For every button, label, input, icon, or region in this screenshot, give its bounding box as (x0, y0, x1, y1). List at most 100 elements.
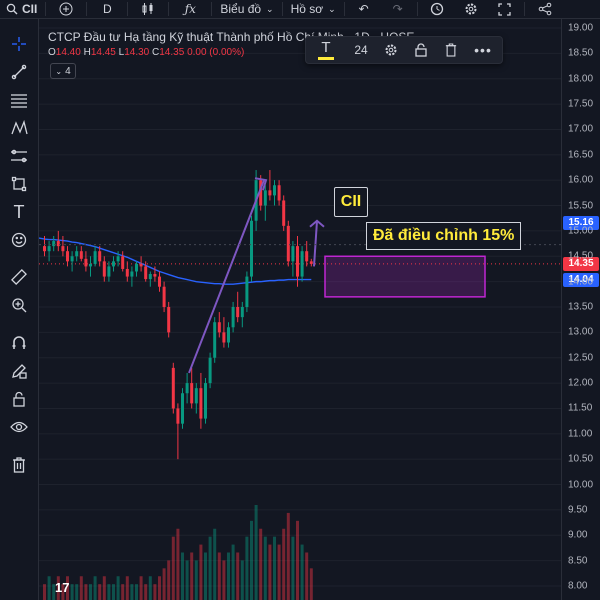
close-label: C (152, 47, 160, 58)
drawing-lock-button[interactable] (406, 37, 436, 63)
share-icon (538, 2, 551, 16)
candle-body (70, 256, 74, 262)
fullscreen-button[interactable] (488, 0, 522, 18)
candle-body (75, 251, 79, 257)
volume-bar (47, 576, 51, 600)
price-tick-label: 8.00 (568, 580, 588, 592)
trend-line-tool[interactable] (6, 61, 32, 83)
settings-button[interactable] (454, 0, 488, 18)
volume-bar (204, 552, 207, 600)
volume-bar (286, 512, 290, 600)
indicators-button[interactable]: ƒx (171, 0, 209, 18)
hide-drawings-tool[interactable] (6, 416, 32, 438)
price-tick-label: 14.00 (568, 276, 594, 288)
volume-bar (162, 568, 166, 600)
price-axis[interactable]: 15.16 14.35 14.04 19.00 18.50 18.00 17.50 17… (561, 19, 600, 600)
lock-icon (415, 43, 427, 57)
profile-menu-button[interactable]: Hồ sơ ⌄ (285, 0, 342, 18)
magnet-tool[interactable] (6, 332, 32, 354)
candle-body (112, 261, 115, 267)
pullback-arrow-head (309, 219, 325, 228)
candle-body (153, 274, 157, 277)
volume-bar (144, 584, 148, 600)
emoji-tool[interactable] (6, 229, 32, 251)
text-color-button[interactable]: T (306, 37, 346, 63)
text-tool[interactable]: T (6, 201, 32, 223)
ticker-annotation[interactable]: CII (334, 187, 368, 217)
candle-body (194, 388, 198, 404)
text-color-swatch (318, 56, 334, 60)
volume-bar (222, 560, 226, 600)
chart-type-button[interactable] (130, 0, 166, 18)
remove-drawings-tool[interactable] (6, 454, 32, 476)
candle-body (167, 307, 171, 333)
lock-icon (13, 391, 25, 407)
candle-body (236, 307, 240, 318)
volume-bar (194, 560, 198, 600)
correction-annotation[interactable]: Đã điều chỉnh 15% (366, 222, 522, 250)
drawing-toolbar: T (0, 19, 39, 600)
candle-body (286, 225, 290, 262)
candle-body (47, 246, 51, 252)
price-tick-label: 12.00 (568, 377, 594, 389)
price-chart[interactable] (39, 19, 561, 600)
candle-body (291, 246, 295, 262)
volume-bar (259, 528, 263, 600)
candle-body (139, 263, 143, 267)
indicators-collapse-button[interactable]: ⌄ 4 (50, 63, 76, 79)
price-tick-label: 12.50 (568, 352, 594, 364)
compare-button[interactable] (48, 0, 84, 18)
low-label: L (118, 47, 125, 58)
volume-bar (158, 576, 161, 600)
redo-button[interactable]: ↷ (381, 0, 415, 18)
ruler-tool[interactable] (6, 266, 32, 288)
volume-bar (254, 505, 258, 600)
undo-button[interactable]: ↶ (347, 0, 381, 18)
candle-body (125, 268, 129, 277)
volume-bar (167, 560, 171, 600)
font-size-button[interactable]: 24 (354, 43, 368, 57)
ruler-icon (11, 269, 27, 285)
volume-bar (213, 528, 217, 600)
plus-circle-icon (59, 2, 73, 16)
volume-bar (70, 584, 74, 600)
volume-bar (273, 536, 276, 600)
lock-all-tool[interactable] (6, 388, 32, 410)
chart-menu-button[interactable]: Biểu đồ ⌄ (214, 0, 279, 18)
price-tag-last: 14.35 (563, 256, 599, 271)
pullback-arrow (313, 220, 318, 267)
volume-bar (245, 536, 249, 600)
price-tick-label: 18.00 (568, 73, 594, 85)
zoom-tool[interactable] (6, 294, 32, 316)
price-tag-ma: 14.04 (563, 272, 599, 287)
symbol-search[interactable]: CII (0, 0, 43, 18)
pattern-tool[interactable] (6, 117, 32, 139)
projection-tool[interactable] (6, 145, 32, 167)
shapes-tool[interactable] (6, 173, 32, 195)
candle-body (199, 388, 203, 419)
crosshair-tool[interactable] (6, 33, 32, 55)
lock-pencil-icon (12, 364, 27, 379)
top-toolbar: CII D ƒx Biểu đồ ⌄ Hồ sơ ⌄ ↶ ↷ (0, 0, 600, 19)
price-tick-label: 18.50 (568, 47, 594, 59)
chevron-down-icon: ⌄ (328, 3, 336, 14)
more-dots-icon: ••• (474, 42, 492, 58)
share-button[interactable] (527, 0, 563, 18)
volume-bar (116, 576, 120, 600)
price-tick-label: 17.50 (568, 98, 594, 110)
volume-bar (52, 584, 56, 600)
price-tag-high: 15.16 (563, 215, 599, 230)
candle-body (300, 251, 304, 277)
drawing-settings-button[interactable] (376, 37, 406, 63)
lock-drawing-tool[interactable] (6, 360, 32, 382)
alert-clock-icon (430, 2, 443, 16)
price-tick-label: 13.00 (568, 326, 594, 338)
alert-button[interactable] (420, 0, 454, 18)
fib-lines-icon (11, 94, 27, 108)
divider (523, 2, 525, 16)
drawing-delete-button[interactable] (436, 37, 466, 63)
candle-body (158, 276, 161, 287)
interval-button[interactable]: D (103, 2, 112, 16)
fib-tool[interactable] (6, 89, 32, 111)
drawing-more-button[interactable]: ••• (466, 37, 500, 63)
